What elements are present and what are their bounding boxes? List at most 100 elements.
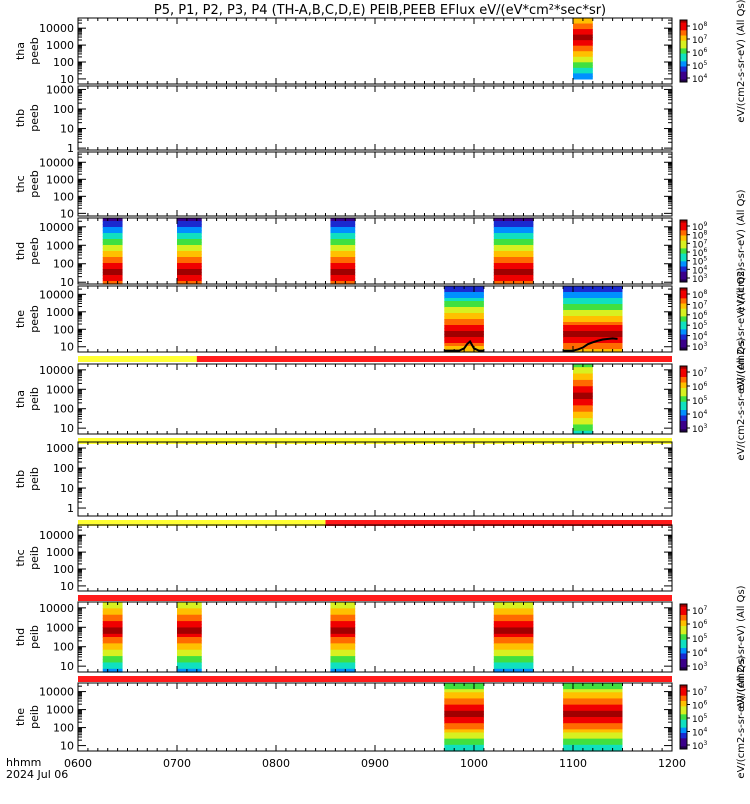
colorbar-tick-label: 106: [692, 247, 707, 259]
spectrogram-cell: [493, 656, 534, 660]
colorbar-cell: [680, 631, 687, 635]
colorbar-label: eV/(cm2-s-sr-eV) (All Qs): [736, 267, 747, 390]
colorbar-cell: [680, 258, 687, 262]
panel-probe-label: thb: [14, 470, 27, 488]
panel-frame: [77, 85, 673, 151]
y-tick-label: 100: [53, 641, 74, 654]
colorbar-cell: [680, 53, 687, 57]
spectrogram-cell: [102, 630, 123, 635]
colorbar-cell: [680, 385, 687, 389]
spectrogram-cell: [493, 239, 534, 243]
y-tick-label: 10000: [39, 288, 74, 301]
spectrogram-cell: [102, 254, 123, 258]
spectrogram-cell: [102, 245, 123, 249]
panel-product-label: peeb: [28, 237, 41, 265]
y-tick-label: 1000: [46, 173, 74, 186]
spectrogram-cell: [102, 656, 123, 660]
spectrogram-cell: [573, 402, 593, 406]
spectrogram-cell: [573, 367, 593, 371]
quality-flag-bar: [196, 356, 673, 362]
colorbar-cell: [680, 79, 687, 83]
spectrogram-cell: [444, 313, 484, 317]
spectrogram-cell: [563, 738, 623, 743]
spectrogram-cell: [573, 376, 593, 381]
spectrogram-cell: [493, 627, 534, 632]
spectrogram-cell: [563, 331, 623, 335]
spectrogram-cell: [563, 695, 623, 700]
y-tick-label: 1000: [46, 442, 74, 455]
spectrogram-cell: [444, 738, 484, 743]
spectrogram-cell: [102, 275, 123, 279]
y-tick-label: 10: [60, 580, 74, 593]
spectrogram-cell: [177, 659, 202, 664]
spectrogram-cell: [330, 257, 356, 261]
colorbar-frame: [679, 684, 688, 750]
y-tick-label: 100: [53, 258, 74, 271]
colorbar-tick-label: 103: [692, 273, 707, 285]
spectrogram-cell: [444, 322, 484, 326]
spectrogram-cell: [102, 221, 123, 225]
y-tick-label: 10: [60, 276, 74, 289]
y-tick-label: 100: [53, 323, 74, 336]
spectrogram-cell: [444, 695, 484, 700]
spectrogram-cell: [493, 608, 534, 613]
spectrogram-cell: [493, 248, 534, 252]
colorbar-cell: [680, 253, 687, 257]
spectrogram-cell: [444, 686, 484, 690]
spectrogram-cell: [493, 260, 534, 264]
colorbar-cell: [680, 617, 687, 621]
y-tick-label: 100: [53, 56, 74, 69]
colorbar-cell: [680, 331, 687, 335]
spectrogram-cell: [563, 720, 623, 724]
panel-probe-label: thd: [14, 628, 27, 646]
spectrogram-cell: [102, 602, 123, 606]
spectrogram-cell: [177, 630, 202, 635]
colorbar-tick-label: 104: [692, 409, 707, 421]
colorbar-tick-label: 107: [692, 299, 707, 311]
y-tick-label: 10: [60, 422, 74, 435]
spectrogram-cell: [444, 334, 484, 338]
colorbar-cell: [680, 628, 687, 632]
spectrogram-cell: [102, 637, 123, 641]
spectrogram-cell: [493, 614, 534, 619]
colorbar-cell: [680, 735, 687, 739]
colorbar-cell: [680, 725, 687, 729]
spectrogram-cell: [444, 726, 484, 730]
panel-frame: [77, 524, 673, 592]
spectrogram-cell: [444, 331, 484, 335]
colorbar-tick-label: 104: [692, 727, 707, 739]
spectrogram-cell: [330, 662, 356, 667]
colorbar-label: eV/(cm2-s-sr-eV) (All Qs): [736, 189, 747, 312]
spectrogram-cell: [444, 701, 484, 706]
colorbar-tick-label: 105: [692, 633, 707, 645]
spectrogram-cell: [330, 227, 356, 231]
spectrogram-cell: [563, 328, 623, 332]
panel-product-label: peib: [28, 467, 41, 491]
colorbar-cell: [680, 256, 687, 260]
spectrogram-cell: [444, 692, 484, 696]
y-tick-label: 1000: [46, 704, 74, 717]
y-tick-label: 1000: [46, 83, 74, 96]
colorbar-tick-label: 107: [692, 367, 707, 379]
x-tick-label: 0900: [361, 757, 389, 770]
spectrogram-cell: [493, 624, 534, 629]
colorbar-cell: [680, 74, 687, 78]
colorbar-cell: [680, 667, 687, 671]
spectrogram-cell: [444, 713, 484, 718]
colorbar-cell: [680, 271, 687, 275]
spectrogram-cell: [102, 633, 123, 638]
spectrogram-cell: [573, 424, 593, 429]
y-tick-label: 10: [60, 341, 74, 354]
spectrogram-cell: [563, 692, 623, 696]
colorbar-cell: [680, 418, 687, 422]
colorbar-cell: [680, 606, 687, 610]
spectrogram-cell: [102, 224, 123, 228]
spectrogram-cell: [102, 230, 123, 234]
spectrogram-cell: [444, 729, 484, 734]
spectrogram-cell: [573, 70, 593, 74]
y-tick-label: 100: [53, 403, 74, 416]
y-tick-label: 1000: [46, 239, 74, 252]
spectrogram-cell: [177, 608, 202, 613]
colorbar-cell: [680, 711, 687, 715]
